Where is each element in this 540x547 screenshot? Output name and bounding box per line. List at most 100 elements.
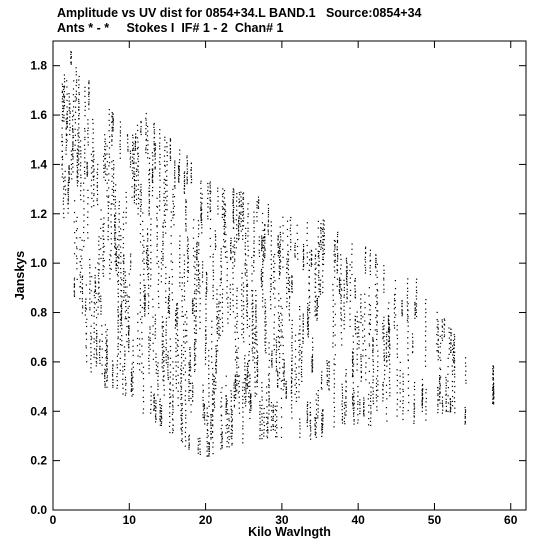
data-point	[156, 249, 158, 251]
data-point	[212, 290, 214, 292]
data-point	[90, 343, 92, 345]
data-point	[220, 260, 222, 262]
data-point	[272, 417, 274, 419]
data-point	[72, 150, 74, 152]
data-point	[64, 176, 66, 178]
data-point	[195, 315, 197, 318]
data-point	[288, 302, 291, 304]
data-point	[149, 339, 151, 341]
data-point	[277, 236, 279, 238]
data-point	[354, 320, 356, 322]
data-point	[232, 227, 234, 229]
data-point	[121, 313, 123, 315]
data-point	[187, 250, 189, 252]
data-point	[65, 133, 67, 135]
data-point	[389, 371, 391, 373]
data-point	[246, 285, 249, 287]
data-point	[341, 419, 343, 421]
data-point	[210, 424, 212, 427]
data-point	[261, 300, 264, 302]
data-point	[189, 355, 191, 357]
data-point	[131, 170, 133, 172]
data-point	[201, 219, 203, 221]
data-point	[394, 327, 396, 329]
data-point	[345, 390, 347, 392]
data-point	[93, 168, 95, 170]
data-point	[239, 212, 241, 214]
data-point	[307, 332, 309, 334]
data-point	[112, 375, 114, 377]
data-point	[215, 388, 217, 390]
data-point	[150, 395, 152, 397]
data-point	[257, 360, 259, 362]
data-point	[220, 406, 222, 408]
data-point	[67, 194, 69, 196]
data-point	[346, 267, 348, 269]
data-point	[163, 389, 165, 391]
data-point	[255, 290, 257, 292]
data-point	[247, 240, 249, 242]
data-point	[365, 362, 367, 364]
data-point	[234, 325, 236, 327]
data-point	[357, 395, 359, 397]
data-point	[270, 230, 272, 232]
data-point	[216, 344, 218, 347]
data-point	[212, 398, 214, 401]
data-point	[128, 346, 130, 348]
data-point	[225, 246, 227, 248]
data-point	[221, 435, 223, 437]
data-point	[119, 157, 121, 159]
data-point	[166, 164, 168, 166]
data-point	[369, 397, 372, 399]
data-point	[369, 260, 371, 262]
data-point	[239, 223, 241, 225]
data-point	[288, 277, 290, 279]
data-point	[114, 208, 116, 210]
data-point	[188, 382, 190, 385]
data-point	[341, 403, 343, 405]
data-point	[221, 317, 223, 319]
data-point	[66, 126, 68, 128]
data-point	[70, 163, 72, 166]
data-point	[287, 288, 290, 290]
data-point	[221, 200, 224, 202]
data-point	[264, 305, 266, 307]
data-point	[216, 293, 218, 295]
data-point	[162, 340, 164, 342]
data-point	[389, 348, 391, 350]
data-point	[300, 371, 303, 373]
data-point	[376, 283, 378, 285]
data-point	[149, 190, 151, 192]
data-point	[202, 264, 204, 266]
data-point	[210, 436, 212, 439]
data-point	[87, 203, 89, 205]
data-point	[289, 297, 291, 299]
data-point	[130, 377, 133, 379]
data-point	[156, 225, 158, 227]
data-point	[317, 250, 319, 252]
data-point	[333, 378, 335, 380]
data-point	[333, 426, 335, 428]
data-point	[133, 195, 135, 197]
data-point	[280, 407, 282, 409]
data-point	[271, 366, 273, 368]
data-point	[76, 175, 78, 177]
data-point	[235, 351, 237, 353]
data-point	[104, 141, 106, 143]
data-point	[351, 248, 353, 250]
data-point	[291, 360, 293, 362]
data-point	[216, 298, 218, 300]
data-point	[156, 262, 158, 265]
data-point	[310, 265, 312, 267]
data-point	[326, 367, 328, 370]
data-point	[299, 436, 301, 438]
data-point	[196, 264, 198, 266]
data-point	[61, 144, 63, 146]
data-point	[332, 320, 334, 322]
data-point	[78, 79, 80, 81]
data-point	[207, 202, 209, 205]
data-point	[246, 312, 248, 314]
data-point	[316, 403, 318, 405]
data-point	[93, 322, 95, 324]
data-point	[206, 424, 208, 426]
